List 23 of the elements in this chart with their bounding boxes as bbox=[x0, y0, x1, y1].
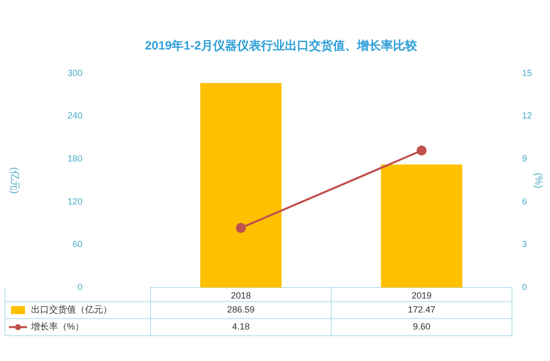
y2-tick-label: 12 bbox=[522, 110, 532, 121]
y-tick-label: 180 bbox=[67, 154, 82, 164]
y-axis-title: (亿元) bbox=[8, 167, 20, 194]
y2-tick-label: 0 bbox=[522, 282, 528, 292]
data-label: 4.18 bbox=[232, 322, 250, 332]
y2-tick-label: 15 bbox=[522, 68, 532, 78]
data-label: 9.60 bbox=[412, 322, 430, 332]
y-tick-label: 60 bbox=[72, 239, 82, 250]
y2-tick-label: 9 bbox=[522, 154, 528, 164]
y-tick-label: 300 bbox=[67, 68, 82, 78]
y2-axis-title: (%) bbox=[532, 172, 544, 188]
data-label: 286.59 bbox=[227, 304, 255, 315]
x-tick-label: 2019 bbox=[412, 290, 432, 300]
y-tick-label: 120 bbox=[67, 196, 82, 206]
legend-label: 出口交货值（亿元） bbox=[31, 304, 112, 315]
legend-label: 增长率（%） bbox=[30, 322, 84, 332]
y2-tick-label: 3 bbox=[522, 239, 528, 250]
y-tick-label: 240 bbox=[67, 110, 82, 121]
x-tick-label: 2018 bbox=[230, 290, 251, 300]
data-label: 172.47 bbox=[408, 304, 436, 315]
chart-title: 2019年1-2月仪器仪表行业出口交货值、增长率比较 bbox=[144, 38, 418, 53]
y2-tick-label: 6 bbox=[522, 196, 528, 206]
y-tick-label: 0 bbox=[77, 282, 82, 292]
